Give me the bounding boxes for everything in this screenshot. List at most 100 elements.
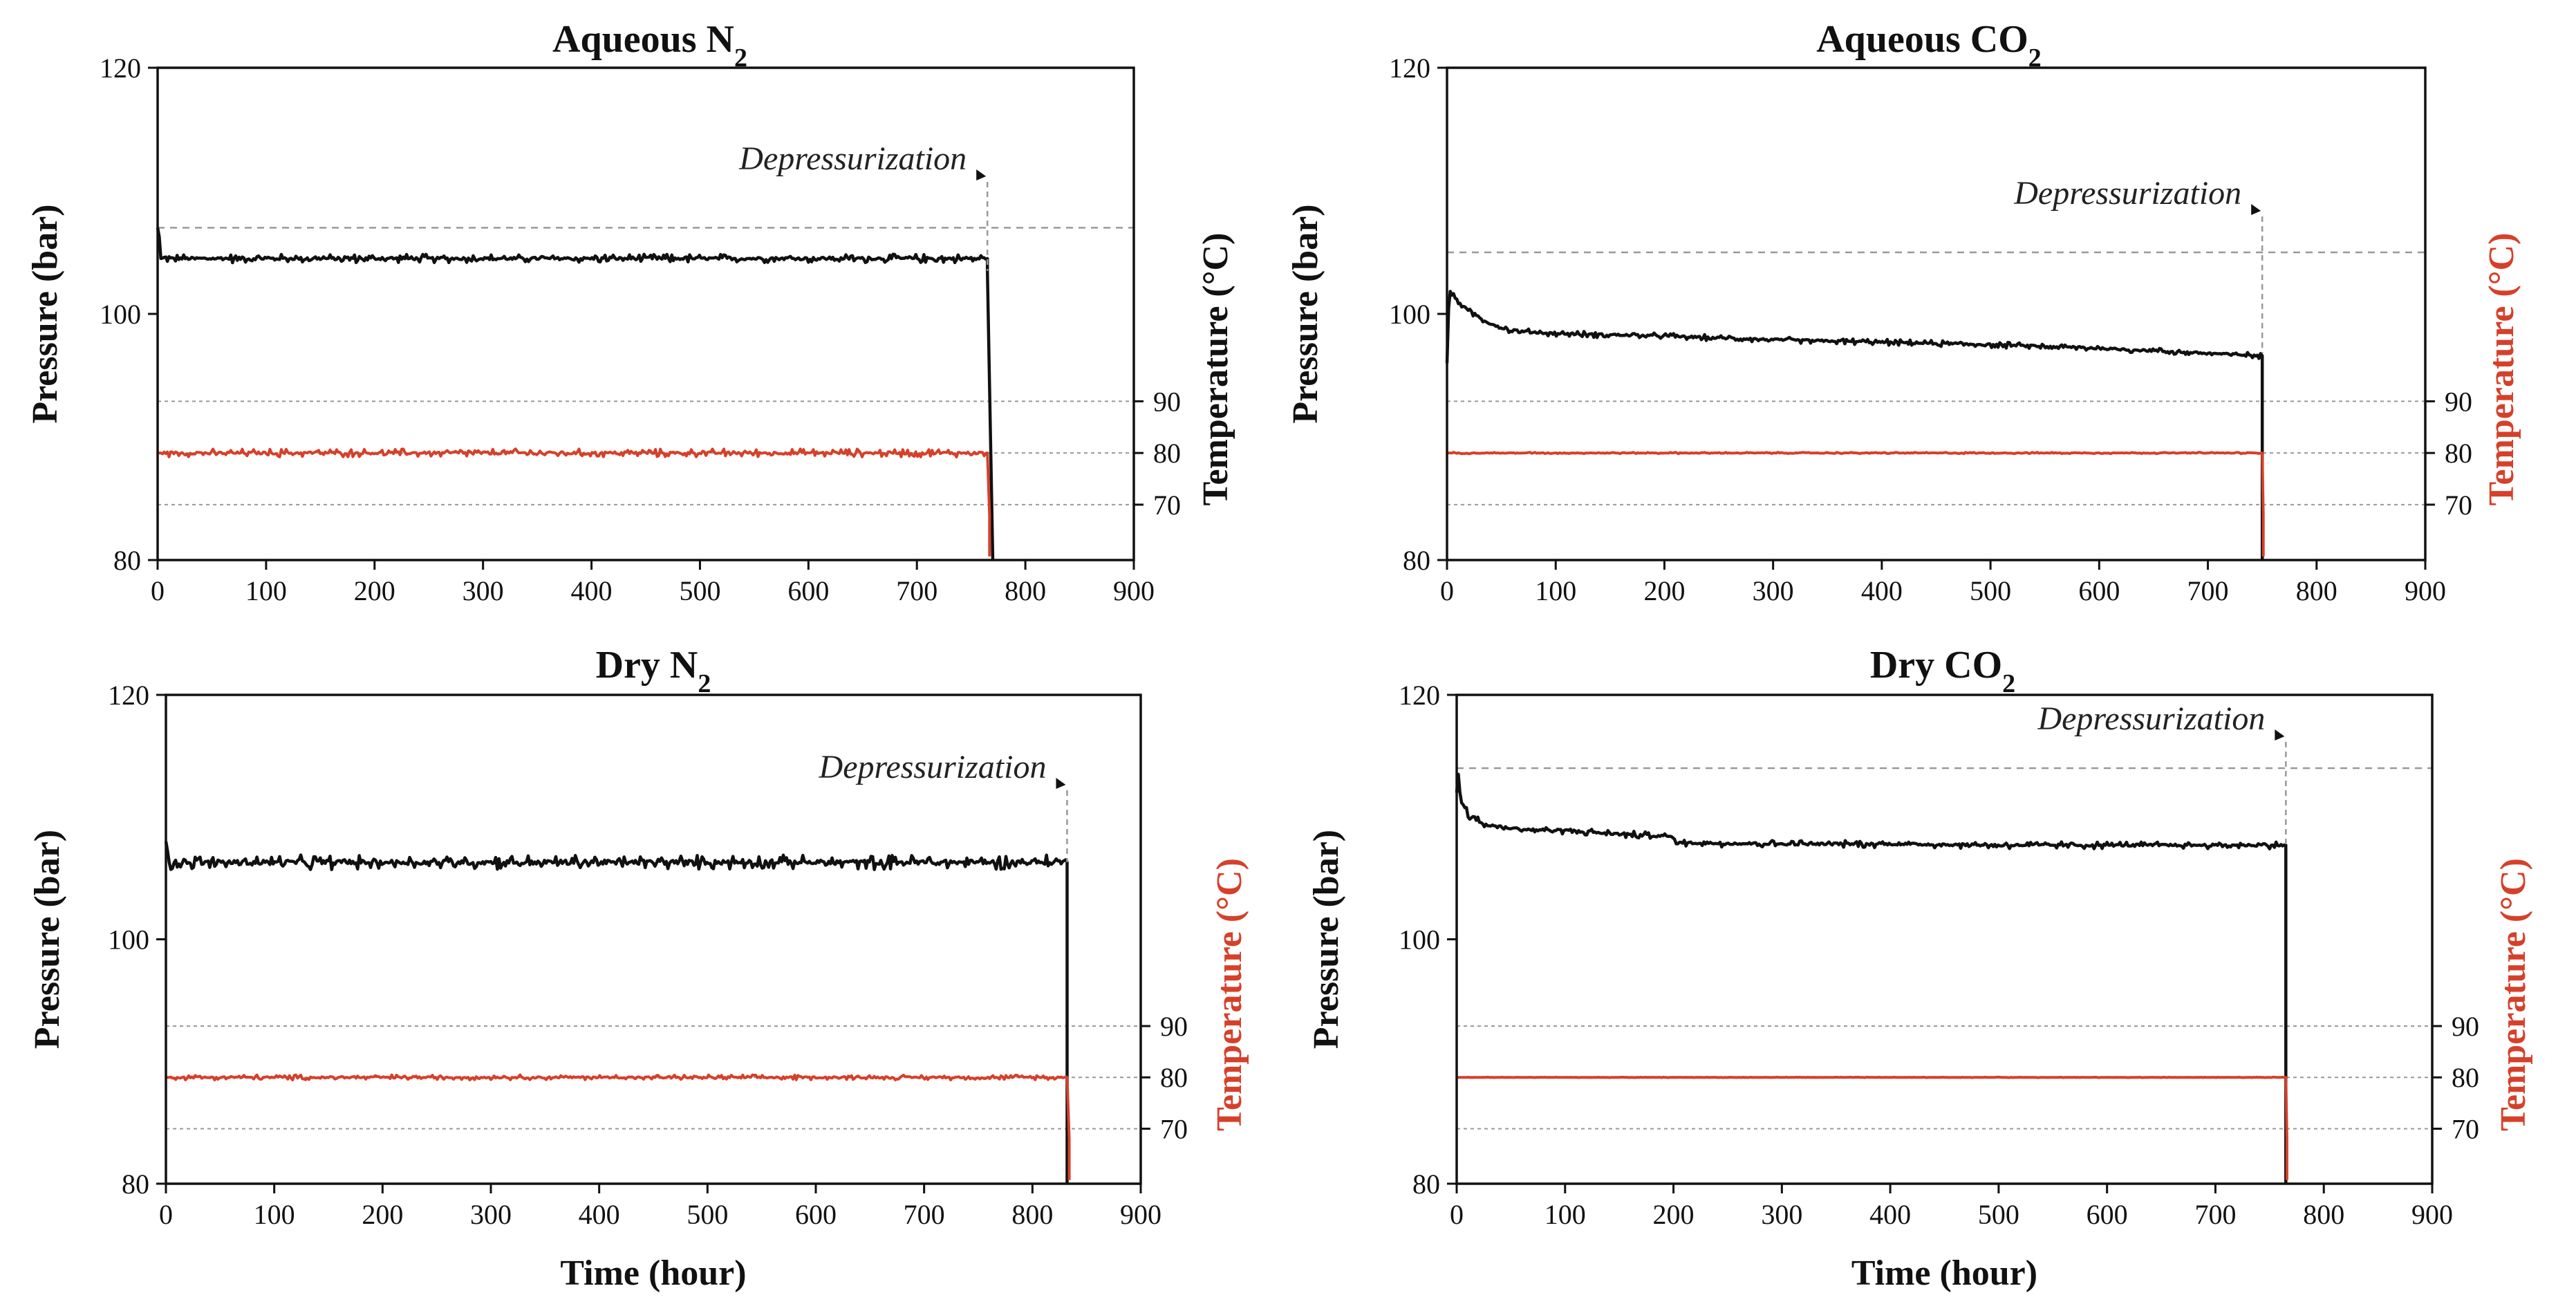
y-tick-label: 100 (100, 299, 141, 330)
chart-title-main: Dry CO (1870, 644, 2002, 687)
x-tick-label: 0 (1440, 575, 1454, 606)
pressure-series-line (164, 841, 1069, 1184)
depressurization-label: Depressurization (738, 140, 967, 177)
chart-title: Aqueous CO2 (1816, 18, 2042, 73)
chart-title-main: Aqueous N (552, 18, 734, 61)
y-axis-label: Pressure (bar) (1307, 830, 1346, 1049)
depressurization-arrow-icon (1056, 778, 1066, 789)
x-tick-label: 300 (1753, 575, 1794, 606)
x-tick-label: 900 (1120, 1199, 1161, 1230)
x-tick-label: 700 (2187, 575, 2229, 606)
pressure-series-line (156, 227, 995, 561)
x-tick-label: 600 (787, 575, 829, 606)
x-tick-label: 700 (904, 1199, 945, 1230)
y-tick-label: 120 (1399, 680, 1440, 711)
chart-panel-2: Aqueous CO2 Depressurization 0 100 200 300 400… (1286, 18, 2521, 606)
y2-tick-label: 70 (1153, 490, 1181, 521)
y2-tick-label: 80 (1160, 1062, 1188, 1093)
depressurization-arrow-icon (2275, 729, 2285, 741)
y-axis-label: Pressure (bar) (26, 204, 65, 423)
y2-axis-label: Temperature (°C) (1196, 233, 1235, 506)
depressurization-arrow-icon (976, 169, 987, 180)
y-tick-label: 120 (100, 53, 141, 84)
x-tick-label: 200 (1653, 1199, 1695, 1230)
y2-tick-label: 90 (2452, 1011, 2479, 1042)
y-tick-label: 100 (108, 924, 149, 956)
y2-axis-label: Temperature (°C) (2494, 858, 2533, 1131)
y2-tick-label: 70 (2452, 1113, 2479, 1144)
chart-panel-1: Aqueous N2 Depressurization 0 100 200 300 400 5… (26, 18, 1235, 606)
x-tick-label: 700 (2194, 1199, 2236, 1230)
x-tick-label: 300 (470, 1199, 512, 1230)
x-tick-label: 500 (1970, 575, 2011, 606)
x-tick-label: 800 (1011, 1199, 1053, 1230)
chart-panel-4: Dry CO2 Depressurization 0 100 200 300 400 500 6… (1307, 644, 2533, 1293)
y-axis-label: Pressure (bar) (28, 830, 67, 1049)
x-tick-label: 500 (679, 575, 720, 606)
x-tick-label: 200 (354, 575, 395, 606)
y-tick-label: 80 (113, 545, 141, 576)
x-tick-label: 100 (254, 1199, 295, 1230)
x-tick-label: 800 (2303, 1199, 2344, 1230)
chart-title: Aqueous N2 (552, 18, 747, 73)
chart-title-main: Dry N (596, 644, 698, 687)
y2-tick-label: 90 (1153, 386, 1181, 417)
x-tick-label: 100 (1544, 1199, 1586, 1230)
chart-title-subscript: 2 (2028, 44, 2042, 73)
x-tick-label: 400 (571, 575, 613, 606)
y2-tick-label: 80 (1153, 438, 1181, 469)
depressurization-arrow-icon (2251, 204, 2261, 215)
y-axis-label: Pressure (bar) (1286, 204, 1325, 423)
x-tick-label: 900 (2411, 1199, 2453, 1230)
x-tick-label: 900 (1113, 575, 1155, 606)
y2-axis-label: Temperature (°C) (1210, 858, 1249, 1131)
x-tick-label: 600 (2078, 575, 2120, 606)
y-tick-label: 120 (1389, 53, 1430, 84)
x-tick-label: 400 (1869, 1199, 1911, 1230)
x-tick-label: 800 (1005, 575, 1046, 606)
x-tick-label: 700 (896, 575, 937, 606)
depressurization-label: Depressurization (819, 749, 1047, 785)
y2-tick-label: 80 (2452, 1062, 2479, 1093)
y-tick-label: 100 (1389, 299, 1430, 330)
temperature-series-line (1447, 451, 2265, 557)
x-tick-label: 0 (159, 1199, 173, 1230)
x-tick-label: 600 (2087, 1199, 2128, 1230)
y-tick-label: 120 (108, 680, 149, 711)
pressure-series-line (1455, 772, 2288, 1184)
x-tick-label: 800 (2296, 575, 2337, 606)
x-tick-label: 300 (1761, 1199, 1802, 1230)
x-tick-label: 400 (1861, 575, 1903, 606)
x-tick-label: 600 (795, 1199, 837, 1230)
y-tick-label: 80 (122, 1168, 149, 1200)
y2-tick-label: 70 (2445, 490, 2472, 521)
x-tick-label: 200 (1643, 575, 1685, 606)
chart-title-subscript: 2 (698, 669, 711, 698)
chart-title-subscript: 2 (734, 44, 747, 73)
x-tick-label: 400 (579, 1199, 620, 1230)
x-axis-label: Time (hour) (1851, 1254, 2037, 1293)
x-tick-label: 500 (1978, 1199, 2019, 1230)
x-tick-label: 200 (362, 1199, 403, 1230)
y2-axis-label: Temperature (°C) (2482, 233, 2521, 506)
y2-tick-label: 90 (1160, 1011, 1188, 1042)
y-tick-label: 80 (1403, 545, 1430, 576)
x-axis-label: Time (hour) (560, 1254, 746, 1293)
y-tick-label: 100 (1399, 924, 1440, 956)
y2-tick-label: 70 (1160, 1113, 1188, 1144)
temperature-series-line (158, 447, 991, 557)
x-tick-label: 0 (1450, 1199, 1464, 1230)
chart-title: Dry N2 (596, 644, 711, 698)
chart-title-main: Aqueous CO (1816, 18, 2028, 61)
x-tick-label: 0 (151, 575, 165, 606)
pressure-series-line (1445, 290, 2264, 560)
x-tick-label: 300 (463, 575, 504, 606)
depressurization-label: Depressurization (2037, 700, 2265, 737)
y2-tick-label: 90 (2445, 386, 2472, 417)
y-tick-label: 80 (1412, 1168, 1440, 1200)
temperature-series-line (166, 1073, 1071, 1180)
depressurization-label: Depressurization (2013, 175, 2241, 212)
chart-title: Dry CO2 (1870, 644, 2015, 698)
chart-panel-3: Dry N2 Depressurization 0 100 200 300 400 500 60… (28, 644, 1249, 1293)
y2-tick-label: 80 (2445, 438, 2472, 469)
